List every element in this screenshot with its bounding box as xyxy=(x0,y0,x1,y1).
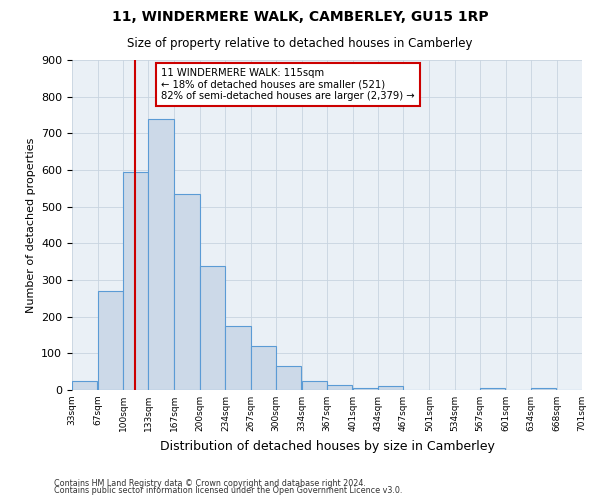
Bar xyxy=(148,118,173,390)
Bar xyxy=(327,384,352,390)
Bar xyxy=(98,291,123,390)
Bar xyxy=(531,388,556,390)
X-axis label: Distribution of detached houses by size in Camberley: Distribution of detached houses by size … xyxy=(160,440,494,452)
Bar xyxy=(72,381,97,390)
Bar xyxy=(479,388,505,390)
Bar xyxy=(302,381,327,390)
Bar xyxy=(199,266,224,390)
Text: Contains public sector information licensed under the Open Government Licence v3: Contains public sector information licen… xyxy=(54,486,403,495)
Bar xyxy=(251,346,276,390)
Bar xyxy=(123,172,148,390)
Bar xyxy=(175,194,200,390)
Text: 11 WINDERMERE WALK: 115sqm
← 18% of detached houses are smaller (521)
82% of sem: 11 WINDERMERE WALK: 115sqm ← 18% of deta… xyxy=(161,68,415,102)
Bar xyxy=(353,388,378,390)
Bar xyxy=(378,386,403,390)
Text: 11, WINDERMERE WALK, CAMBERLEY, GU15 1RP: 11, WINDERMERE WALK, CAMBERLEY, GU15 1RP xyxy=(112,10,488,24)
Bar xyxy=(276,366,301,390)
Text: Size of property relative to detached houses in Camberley: Size of property relative to detached ho… xyxy=(127,38,473,51)
Text: Contains HM Land Registry data © Crown copyright and database right 2024.: Contains HM Land Registry data © Crown c… xyxy=(54,478,366,488)
Bar xyxy=(226,326,251,390)
Y-axis label: Number of detached properties: Number of detached properties xyxy=(26,138,35,312)
